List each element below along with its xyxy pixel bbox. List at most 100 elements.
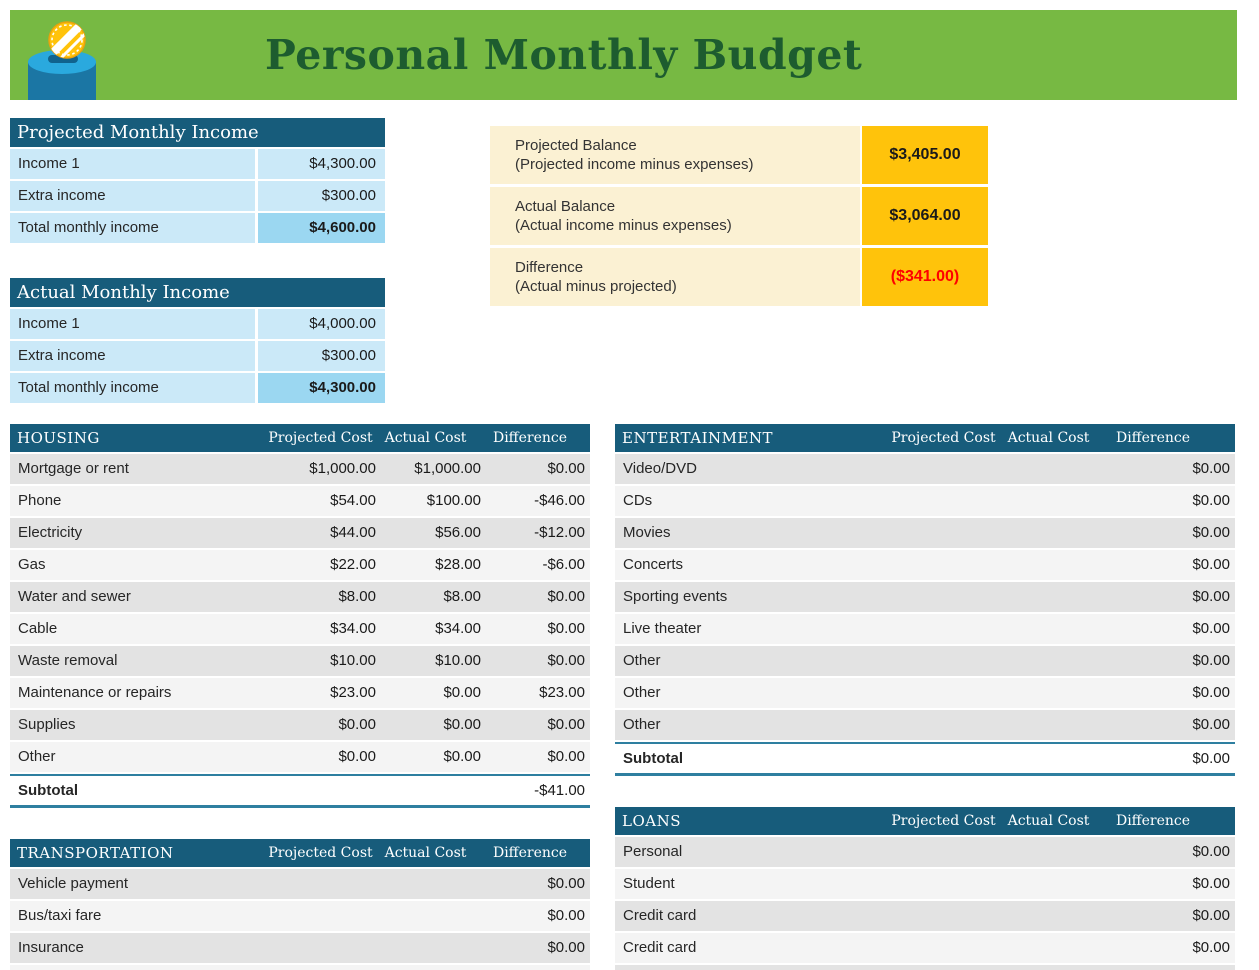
income-total-value-cell[interactable]: $4,600.00: [258, 213, 385, 243]
actual-cost-cell[interactable]: [1026, 486, 1131, 516]
category-cell[interactable]: Waste removal: [18, 652, 118, 669]
subtotal-actual-cell[interactable]: [381, 776, 486, 805]
actual-cost-cell[interactable]: [1026, 678, 1131, 708]
difference-cell[interactable]: $0.00: [547, 907, 585, 924]
income-label-cell[interactable]: Extra income: [10, 181, 255, 211]
difference-cell[interactable]: $0.00: [1192, 524, 1230, 541]
difference-cell[interactable]: $0.00: [1192, 716, 1230, 733]
projected-cost-cell[interactable]: $0.00: [338, 716, 376, 733]
actual-cost-cell[interactable]: $0.00: [443, 684, 481, 701]
income-label-cell[interactable]: Income 1: [10, 309, 255, 339]
difference-cell[interactable]: $0.00: [1192, 939, 1230, 956]
actual-cost-cell[interactable]: $1,000.00: [414, 460, 481, 477]
difference-cell[interactable]: $0.00: [547, 652, 585, 669]
actual-cost-cell[interactable]: [1026, 518, 1131, 548]
difference-cell[interactable]: $0.00: [1192, 460, 1230, 477]
category-cell[interactable]: Gas: [18, 556, 46, 573]
subtotal-difference-cell[interactable]: $0.00: [1192, 750, 1230, 767]
category-cell[interactable]: Water and sewer: [18, 588, 131, 605]
projected-cost-cell[interactable]: $1,000.00: [309, 460, 376, 477]
summary-value-cell[interactable]: ($341.00): [862, 248, 988, 306]
category-cell[interactable]: Personal: [623, 843, 683, 860]
projected-cost-cell[interactable]: [921, 869, 1026, 899]
income-value-cell[interactable]: $300.00: [258, 181, 385, 211]
subtotal-actual-cell[interactable]: [1026, 744, 1131, 773]
projected-cost-cell[interactable]: [921, 646, 1026, 676]
difference-cell[interactable]: $0.00: [547, 748, 585, 765]
actual-cost-cell[interactable]: $0.00: [443, 716, 481, 733]
projected-cost-cell[interactable]: [276, 933, 381, 963]
difference-cell[interactable]: $0.00: [1192, 652, 1230, 669]
actual-cost-cell[interactable]: [1026, 869, 1131, 899]
category-cell[interactable]: Bus/taxi fare: [18, 907, 102, 924]
subtotal-projected-cell[interactable]: [276, 776, 381, 805]
difference-cell[interactable]: -$6.00: [542, 556, 585, 573]
category-cell[interactable]: Supplies: [18, 716, 76, 733]
difference-cell[interactable]: -$46.00: [534, 492, 585, 509]
difference-cell[interactable]: $0.00: [1192, 684, 1230, 701]
projected-cost-cell[interactable]: $54.00: [330, 492, 376, 509]
summary-value-cell[interactable]: $3,405.00: [862, 126, 988, 184]
actual-cost-cell[interactable]: $8.00: [443, 588, 481, 605]
difference-cell[interactable]: $0.00: [1192, 556, 1230, 573]
projected-cost-cell[interactable]: [921, 710, 1026, 740]
projected-cost-cell[interactable]: [921, 582, 1026, 612]
actual-cost-cell[interactable]: $10.00: [435, 652, 481, 669]
category-cell[interactable]: Other: [623, 716, 661, 733]
category-cell[interactable]: Mortgage or rent: [18, 460, 129, 477]
difference-cell[interactable]: -$12.00: [534, 524, 585, 541]
difference-cell[interactable]: $0.00: [1192, 907, 1230, 924]
projected-cost-cell[interactable]: $8.00: [338, 588, 376, 605]
actual-cost-cell[interactable]: [381, 901, 486, 931]
difference-cell[interactable]: $0.00: [547, 716, 585, 733]
category-cell[interactable]: Maintenance or repairs: [18, 684, 172, 701]
subtotal-difference-cell[interactable]: -$41.00: [534, 782, 585, 799]
projected-cost-cell[interactable]: $34.00: [330, 620, 376, 637]
projected-cost-cell[interactable]: $23.00: [330, 684, 376, 701]
difference-cell[interactable]: $0.00: [1192, 588, 1230, 605]
difference-cell[interactable]: $0.00: [547, 875, 585, 892]
category-cell[interactable]: Cable: [18, 620, 58, 637]
actual-cost-cell[interactable]: $28.00: [435, 556, 481, 573]
category-cell[interactable]: Concerts: [623, 556, 684, 573]
projected-cost-cell[interactable]: $44.00: [330, 524, 376, 541]
actual-cost-cell[interactable]: [1026, 614, 1131, 644]
actual-cost-cell[interactable]: [1026, 454, 1131, 484]
income-total-label-cell[interactable]: Total monthly income: [10, 373, 255, 403]
difference-cell[interactable]: $0.00: [547, 620, 585, 637]
projected-cost-cell[interactable]: $0.00: [338, 748, 376, 765]
difference-cell[interactable]: $23.00: [539, 684, 585, 701]
actual-cost-cell[interactable]: [381, 869, 486, 899]
difference-cell[interactable]: $0.00: [1192, 843, 1230, 860]
actual-cost-cell[interactable]: [1026, 901, 1131, 931]
income-label-cell[interactable]: Income 1: [10, 149, 255, 179]
difference-cell[interactable]: $0.00: [1192, 492, 1230, 509]
actual-cost-cell[interactable]: [1026, 646, 1131, 676]
income-total-label-cell[interactable]: Total monthly income: [10, 213, 255, 243]
category-cell[interactable]: Vehicle payment: [18, 875, 129, 892]
subtotal-projected-cell[interactable]: [921, 744, 1026, 773]
category-cell[interactable]: Electricity: [18, 524, 83, 541]
category-cell[interactable]: Other: [623, 652, 661, 669]
actual-cost-cell[interactable]: [1026, 710, 1131, 740]
income-value-cell[interactable]: $4,000.00: [258, 309, 385, 339]
projected-cost-cell[interactable]: [276, 869, 381, 899]
actual-cost-cell[interactable]: [1026, 933, 1131, 963]
actual-cost-cell[interactable]: $34.00: [435, 620, 481, 637]
actual-cost-cell[interactable]: [1026, 582, 1131, 612]
actual-cost-cell[interactable]: [1026, 550, 1131, 580]
category-cell[interactable]: Video/DVD: [623, 460, 697, 477]
difference-cell[interactable]: $0.00: [1192, 875, 1230, 892]
projected-cost-cell[interactable]: [921, 837, 1026, 867]
category-cell[interactable]: Phone: [18, 492, 62, 509]
category-cell[interactable]: Student: [623, 875, 675, 892]
projected-cost-cell[interactable]: [276, 901, 381, 931]
category-cell[interactable]: Credit card: [623, 907, 697, 924]
income-value-cell[interactable]: $4,300.00: [258, 149, 385, 179]
actual-cost-cell[interactable]: $56.00: [435, 524, 481, 541]
difference-cell[interactable]: $0.00: [1192, 620, 1230, 637]
income-label-cell[interactable]: Extra income: [10, 341, 255, 371]
category-cell[interactable]: Other: [623, 684, 661, 701]
income-total-value-cell[interactable]: $4,300.00: [258, 373, 385, 403]
projected-cost-cell[interactable]: [921, 614, 1026, 644]
